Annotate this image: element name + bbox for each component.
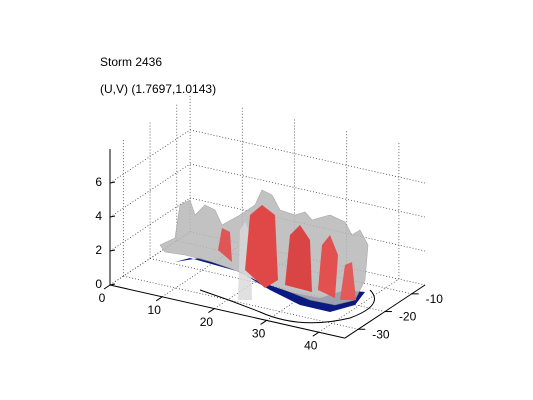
x-tick-label: 20 — [200, 315, 214, 329]
z-tick — [109, 283, 116, 286]
grid-line — [123, 275, 359, 330]
x-tick-label: 40 — [304, 338, 318, 352]
y-tick-label: -30 — [372, 327, 390, 341]
x-tick — [260, 319, 267, 325]
chart-title: Storm 2436 — [100, 55, 162, 69]
grid-line — [109, 231, 191, 286]
z-tick-label: 4 — [95, 209, 102, 223]
x-tick-label: 10 — [148, 303, 162, 317]
z-tick — [109, 215, 116, 218]
z-tick — [109, 181, 116, 184]
x-tick — [208, 308, 215, 314]
z-tick — [109, 249, 116, 252]
red-surface — [318, 235, 338, 298]
z-tick-label: 6 — [95, 175, 102, 189]
z-tick-label: 0 — [95, 277, 102, 291]
red-surface — [245, 205, 278, 288]
grid-line — [109, 129, 191, 184]
x-tick — [155, 296, 163, 302]
grid-line — [109, 197, 191, 252]
x-tick-label: 30 — [252, 327, 266, 341]
red-surface — [285, 225, 312, 292]
floor-contour — [199, 289, 375, 324]
x-tick-label: 0 — [99, 291, 106, 305]
x-tick — [103, 284, 111, 290]
red-surface — [218, 228, 232, 262]
grid-line — [190, 163, 426, 218]
x-tick — [312, 331, 320, 337]
y-tick-label: -20 — [399, 310, 417, 324]
red-surface — [340, 262, 356, 300]
y-tick-label: -10 — [426, 292, 444, 306]
grid-line — [161, 243, 243, 298]
z-tick-label: 2 — [95, 243, 102, 257]
x-axis — [109, 284, 346, 339]
chart-subtitle: (U,V) (1.7697,1.0143) — [100, 82, 216, 96]
grid-line — [318, 278, 400, 333]
grid-line — [214, 255, 295, 309]
isosurfaces — [159, 189, 375, 324]
grid-line — [190, 129, 426, 184]
grid-line — [109, 163, 191, 218]
